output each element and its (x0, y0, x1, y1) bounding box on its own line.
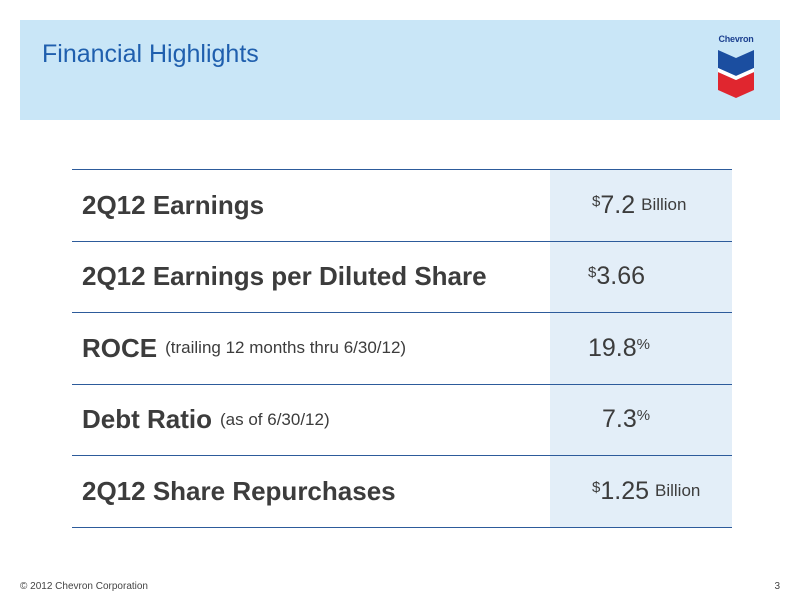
chevron-logo: Chevron (712, 34, 760, 102)
row-value: 3.66 (596, 262, 646, 291)
slide-title: Financial Highlights (42, 40, 259, 68)
copyright-text: © 2012 Chevron Corporation (20, 581, 148, 592)
row-label: 2Q12 Share Repurchases (82, 475, 396, 506)
row-label-cell: 2Q12 Earnings (72, 170, 550, 241)
row-value: 19.8 (588, 333, 637, 362)
value-unit: Billion (655, 481, 701, 501)
table-row: 2Q12 Earnings per Diluted Share $3.66 (72, 241, 732, 313)
row-label: 2Q12 Earnings (82, 189, 265, 220)
row-label-cell: ROCE (trailing 12 months thru 6/30/12) (72, 313, 550, 384)
page-number: 3 (774, 581, 780, 592)
value-prefix: $ (592, 192, 601, 210)
row-value-cell: 7.3% (550, 384, 732, 455)
row-sub-label: (as of 6/30/12) (220, 409, 330, 429)
slide-header: Financial Highlights Chevron (20, 20, 780, 120)
row-label-cell: 2Q12 Earnings per Diluted Share (72, 242, 550, 313)
value-suffix: % (636, 407, 651, 425)
row-value: 1.25 (600, 476, 650, 505)
row-value-cell: $7.2 Billion (550, 170, 732, 241)
table-row: ROCE (trailing 12 months thru 6/30/12) 1… (72, 313, 732, 385)
row-label-cell: 2Q12 Share Repurchases (72, 456, 550, 527)
value-prefix: $ (588, 264, 597, 282)
row-value-cell: $1.25 Billion (550, 456, 732, 527)
row-value: 7.2 (600, 190, 636, 219)
row-value-cell: 19.8% (550, 313, 732, 384)
row-label-cell: Debt Ratio (as of 6/30/12) (72, 385, 550, 456)
table-row: 2Q12 Earnings $7.2 Billion (72, 170, 732, 242)
row-label: ROCE (82, 332, 158, 363)
row-value-cell: $3.66 (550, 241, 732, 312)
table-row: Debt Ratio (as of 6/30/12) 7.3% (72, 384, 732, 456)
table-row: 2Q12 Share Repurchases $1.25 Billion (72, 456, 732, 528)
value-suffix: % (636, 335, 651, 353)
row-label: Debt Ratio (82, 404, 212, 435)
financial-highlights-table: 2Q12 Earnings $7.2 Billion 2Q12 Earnings … (72, 169, 732, 528)
logo-wordmark: Chevron (718, 34, 754, 44)
row-sub-label: (trailing 12 months thru 6/30/12) (165, 338, 407, 358)
row-label: 2Q12 Earnings per Diluted Share (82, 261, 487, 292)
value-unit: Billion (641, 195, 687, 215)
chevron-logo-icon (718, 50, 754, 98)
value-prefix: $ (592, 478, 601, 496)
row-value: 7.3 (602, 405, 637, 434)
